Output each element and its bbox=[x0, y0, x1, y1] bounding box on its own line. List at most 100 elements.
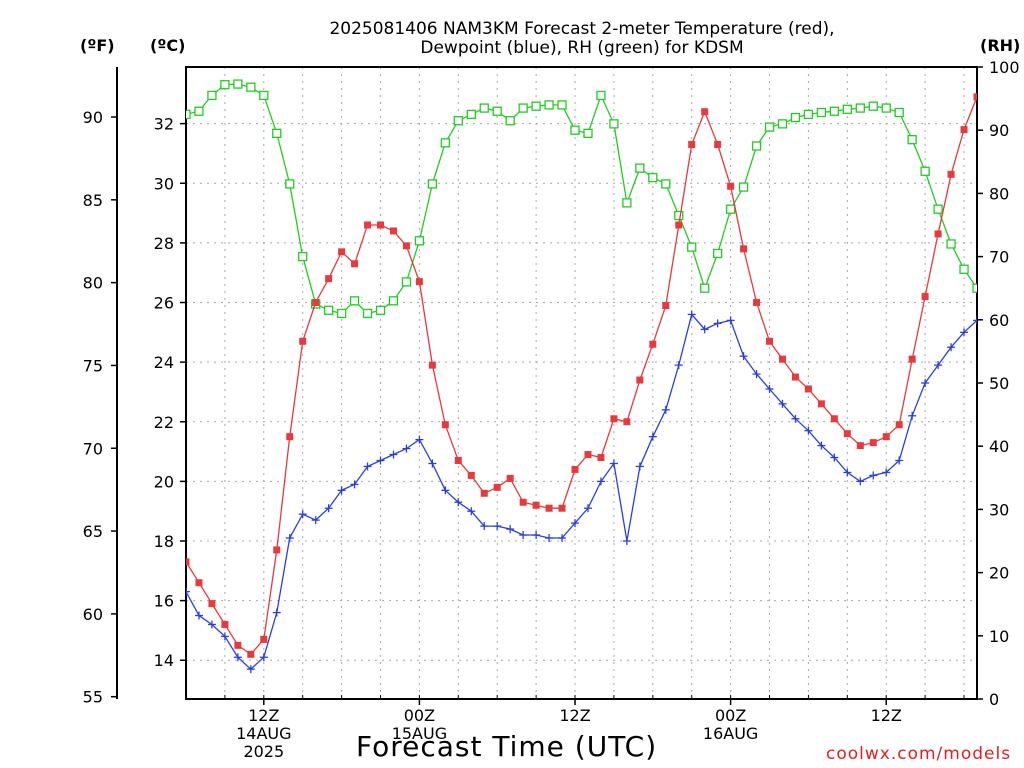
rh-series-point bbox=[194, 106, 204, 116]
rh-series-point bbox=[375, 305, 386, 315]
temperature-series-point bbox=[247, 650, 255, 658]
rh-series-point bbox=[725, 204, 736, 214]
x-axis-title: Forecast Time (UTC) bbox=[356, 730, 658, 763]
dewpoint-series-point bbox=[376, 456, 385, 465]
rh-series-point bbox=[285, 179, 295, 189]
temperature-series-point bbox=[545, 504, 553, 512]
fahrenheit-tick-label: 65 bbox=[83, 522, 103, 541]
celsius-tick-label: 30 bbox=[154, 174, 174, 193]
rh-series-point bbox=[492, 106, 502, 116]
dewpoint-series-point bbox=[571, 519, 580, 528]
rh-series-point bbox=[622, 198, 632, 208]
temperature-series-point bbox=[830, 415, 838, 423]
rh-tick-label: 70 bbox=[989, 248, 1009, 267]
dewpoint-series-point bbox=[402, 444, 411, 453]
rh-series-point bbox=[362, 308, 373, 319]
dewpoint-series-point bbox=[635, 462, 644, 471]
rh-series-point bbox=[868, 101, 878, 111]
dewpoint-series-point bbox=[804, 426, 813, 435]
temperature-series-point bbox=[493, 483, 501, 491]
temperature-series-point bbox=[882, 433, 890, 441]
dewpoint-series-point bbox=[609, 459, 618, 468]
fahrenheit-tick-label: 85 bbox=[83, 191, 103, 210]
temperature-series-point bbox=[869, 439, 877, 447]
dewpoint-series-point bbox=[493, 522, 502, 531]
temperature-series-point bbox=[597, 454, 605, 462]
dewpoint-series-point bbox=[428, 459, 437, 468]
rh-series-point bbox=[907, 135, 917, 145]
x-tick-label: 12Z bbox=[559, 706, 590, 725]
dewpoint-series-point bbox=[337, 486, 346, 495]
dewpoint-series-point bbox=[285, 534, 294, 543]
temperature-series-point bbox=[454, 457, 462, 465]
celsius-axis-unit: (ºC) bbox=[150, 36, 186, 55]
rh-series-point bbox=[855, 103, 865, 113]
temperature-series-point bbox=[714, 141, 722, 149]
dewpoint-series-point bbox=[700, 325, 709, 334]
rh-series-point bbox=[349, 296, 360, 306]
dewpoint-series-point bbox=[895, 456, 904, 465]
temperature-series-point bbox=[519, 498, 527, 506]
dewpoint-series-point bbox=[908, 411, 917, 420]
temperature-series-point bbox=[312, 299, 320, 307]
dewpoint-series-point bbox=[752, 370, 761, 379]
celsius-tick-label: 32 bbox=[154, 115, 174, 134]
dewpoint-series-point bbox=[596, 477, 605, 486]
rh-tick-label: 100 bbox=[989, 58, 1020, 77]
rh-series-point bbox=[186, 109, 191, 120]
rh-series-point bbox=[207, 90, 217, 101]
rh-tick-label: 50 bbox=[989, 374, 1009, 393]
rh-series-point bbox=[583, 128, 593, 139]
rh-series-point bbox=[674, 210, 684, 221]
rh-series-point bbox=[648, 172, 658, 183]
temperature-series-point bbox=[441, 421, 449, 429]
dewpoint-series-point bbox=[934, 361, 943, 370]
temperature-series-point bbox=[532, 501, 540, 509]
temperature-series-point bbox=[856, 442, 864, 450]
rh-tick-label: 10 bbox=[989, 627, 1009, 646]
dewpoint-series-point bbox=[661, 405, 670, 414]
temperature-series-point bbox=[299, 337, 307, 345]
dewpoint-series-point bbox=[583, 504, 592, 513]
temperature-series-point bbox=[688, 141, 696, 149]
dewpoint-series-point bbox=[259, 653, 268, 662]
x-tick-date-label: 15AUG bbox=[392, 724, 447, 743]
temperature-series-point bbox=[571, 465, 579, 473]
fahrenheit-tick-label: 80 bbox=[83, 274, 103, 293]
rh-series-point bbox=[700, 283, 710, 293]
temperature-series-point bbox=[778, 355, 786, 363]
rh-series-point bbox=[816, 107, 827, 118]
dewpoint-series-point bbox=[506, 525, 515, 534]
series-group bbox=[186, 79, 977, 674]
celsius-tick-label: 20 bbox=[154, 472, 174, 491]
rh-series-point bbox=[842, 104, 852, 114]
series-layer bbox=[186, 79, 977, 674]
rh-series-point bbox=[427, 179, 438, 189]
rh-series-point bbox=[777, 119, 788, 129]
celsius-tick-label: 26 bbox=[154, 294, 174, 313]
temperature-series-point bbox=[804, 385, 812, 393]
dewpoint-series-point bbox=[272, 608, 281, 617]
rh-tick-label: 30 bbox=[989, 500, 1009, 519]
dewpoint-series-point bbox=[246, 665, 255, 674]
rh-series-point bbox=[220, 80, 230, 90]
temperature-series-point bbox=[273, 546, 281, 554]
dewpoint-series-point bbox=[622, 537, 631, 545]
celsius-tick-label: 28 bbox=[154, 234, 174, 253]
rh-series-point bbox=[790, 112, 801, 123]
rh-series-point bbox=[972, 283, 977, 293]
dewpoint-series-point bbox=[441, 486, 450, 495]
rh-series-point bbox=[635, 163, 645, 173]
dewpoint-series-point bbox=[311, 516, 320, 525]
rh-series-point bbox=[323, 305, 334, 315]
rh-series-point bbox=[570, 125, 580, 135]
dewpoint-series-point bbox=[467, 507, 476, 516]
celsius-tick-label: 18 bbox=[154, 532, 174, 551]
rh-series-point bbox=[259, 90, 269, 101]
rh-series-point bbox=[933, 204, 943, 214]
dewpoint-series-point bbox=[298, 510, 307, 519]
celsius-tick-label: 16 bbox=[154, 592, 174, 611]
rh-series-point bbox=[466, 109, 476, 120]
rh-series-point bbox=[713, 248, 723, 259]
temperature-series-point bbox=[208, 600, 216, 608]
